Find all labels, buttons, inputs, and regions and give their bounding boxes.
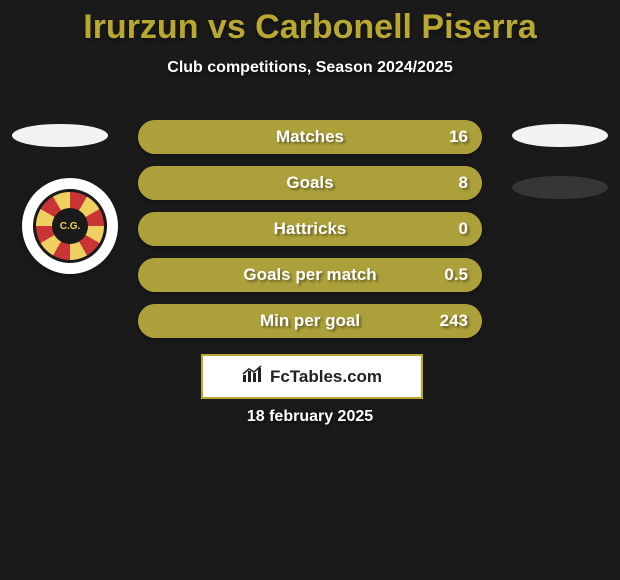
date-text: 18 february 2025 xyxy=(0,408,620,426)
club-logo-initials: C.G. xyxy=(52,208,88,244)
stat-row: Matches 16 xyxy=(138,120,482,154)
stat-value: 0 xyxy=(459,212,468,246)
stat-row: Goals per match 0.5 xyxy=(138,258,482,292)
page-subtitle: Club competitions, Season 2024/2025 xyxy=(0,59,620,77)
brand-text: FcTables.com xyxy=(270,367,382,387)
stat-row: Goals 8 xyxy=(138,166,482,200)
player-right-avatar-placeholder-2 xyxy=(512,176,608,199)
stat-label: Hattricks xyxy=(138,212,482,246)
stat-value: 243 xyxy=(440,304,468,338)
player-left-avatar-placeholder xyxy=(12,124,108,147)
stat-value: 0.5 xyxy=(444,258,468,292)
stat-label: Matches xyxy=(138,120,482,154)
player-right-avatar-placeholder-1 xyxy=(512,124,608,147)
brand-chart-icon xyxy=(242,365,264,388)
root: Irurzun vs Carbonell Piserra Club compet… xyxy=(0,0,620,580)
stat-label: Min per goal xyxy=(138,304,482,338)
stats-bars: Matches 16 Goals 8 Hattricks 0 Goals per… xyxy=(138,120,482,350)
stat-row: Min per goal 243 xyxy=(138,304,482,338)
stat-value: 8 xyxy=(459,166,468,200)
brand-box[interactable]: FcTables.com xyxy=(201,354,423,399)
page-title: Irurzun vs Carbonell Piserra xyxy=(0,0,620,47)
stat-value: 16 xyxy=(449,120,468,154)
club-logo-pattern: C.G. xyxy=(33,189,107,263)
stat-label: Goals per match xyxy=(138,258,482,292)
stat-row: Hattricks 0 xyxy=(138,212,482,246)
stat-label: Goals xyxy=(138,166,482,200)
club-logo: C.G. xyxy=(22,178,118,274)
